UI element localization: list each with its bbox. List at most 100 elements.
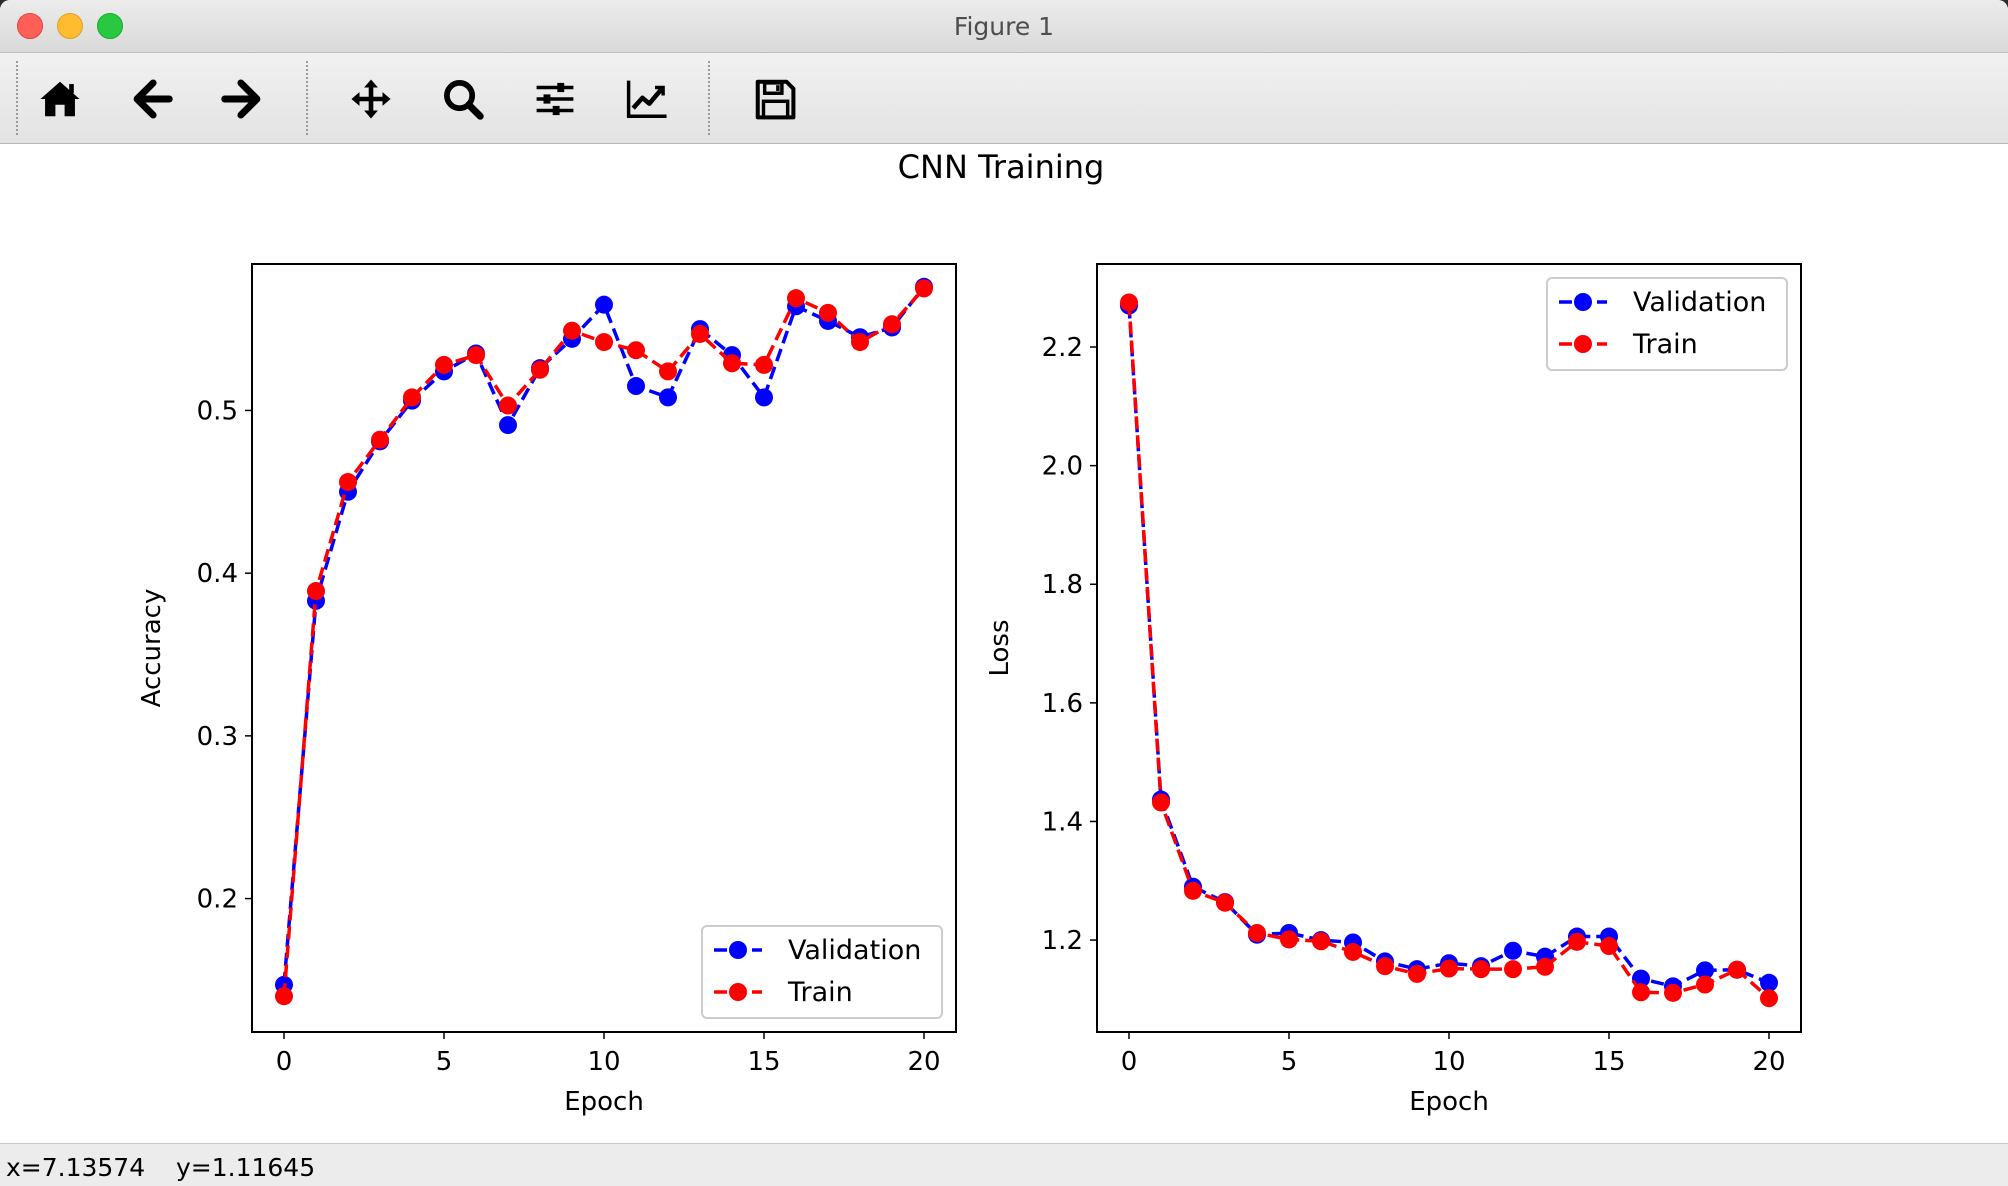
- data-point-train: [1536, 957, 1554, 976]
- x-tick-label: 0: [276, 1047, 293, 1077]
- data-point-train: [1216, 893, 1234, 912]
- data-point-train: [787, 289, 805, 308]
- legend: Validation Train: [701, 925, 943, 1019]
- edit-axes-icon: [626, 80, 667, 118]
- data-point-train: [1664, 983, 1682, 1002]
- x-tick-label: 15: [747, 1047, 780, 1077]
- data-point-validation: [627, 377, 645, 396]
- data-point-train: [659, 362, 677, 381]
- series-line-validation: [282, 285, 926, 985]
- data-point-train: [531, 360, 549, 379]
- data-point-train: [915, 279, 933, 298]
- data-point-validation: [1760, 973, 1778, 992]
- back-arrow-icon: [133, 79, 173, 119]
- minimize-window-button[interactable]: [57, 13, 83, 39]
- legend-label: Train: [787, 977, 853, 1008]
- accuracy-axes[interactable]: 0 5 10 15 20 0.2 0.3 0.4 0.5 Epoch Accuracy Validat…: [137, 263, 957, 1117]
- x-tick-label: 10: [1432, 1047, 1465, 1077]
- data-point-validation: [755, 388, 773, 407]
- y-tick-label: 1.2: [1042, 926, 1083, 956]
- save-icon: [755, 79, 796, 120]
- legend-label: Validation: [788, 935, 921, 966]
- figure-svg[interactable]: CNN Training 0 5 10 15 20 0.2 0.3 0.4 0.5 Epoch Ac…: [0, 144, 2008, 1143]
- legend-marker: [1574, 335, 1592, 353]
- data-point-train: [1728, 960, 1746, 979]
- data-point-train: [1760, 989, 1778, 1008]
- configure-subplots-button[interactable]: [523, 67, 587, 131]
- data-point-train: [1376, 957, 1394, 976]
- loss-axes[interactable]: 0 5 10 15 20 1.2 1.4 1.6 1.8 2.0 2.2 Epoch Loss Valid…: [985, 263, 1802, 1117]
- y-axis-label: Loss: [985, 619, 1015, 676]
- back-button[interactable]: [120, 67, 184, 131]
- forward-button[interactable]: [210, 67, 274, 131]
- y-axis-label: Accuracy: [137, 589, 167, 708]
- data-point-train: [371, 430, 389, 449]
- x-axis-label: Epoch: [1409, 1087, 1489, 1117]
- edit-axes-button[interactable]: [615, 67, 679, 131]
- legend-marker: [729, 983, 747, 1001]
- data-point-train: [1568, 932, 1586, 951]
- data-point-train: [1152, 793, 1170, 812]
- data-point-train: [1280, 930, 1298, 949]
- data-point-train: [467, 346, 485, 365]
- legend-label: Train: [1632, 329, 1698, 360]
- x-tick-label: 15: [1592, 1047, 1625, 1077]
- data-point-train: [1696, 975, 1714, 994]
- data-point-train: [851, 333, 869, 352]
- legend-marker: [729, 941, 747, 959]
- status-bar: x=7.13574 y=1.11645: [0, 1143, 2008, 1186]
- x-tick-label: 20: [907, 1047, 940, 1077]
- data-point-train: [1120, 293, 1138, 312]
- x-tick-label: 0: [1121, 1047, 1138, 1077]
- pan-button[interactable]: [339, 67, 403, 131]
- series-line-validation: [1127, 305, 1770, 989]
- data-point-train: [499, 396, 517, 415]
- zoom-icon: [444, 80, 484, 120]
- series-line-train: [282, 287, 926, 997]
- close-window-button[interactable]: [17, 13, 43, 39]
- maximize-window-button[interactable]: [97, 13, 123, 39]
- toolbar-separator: [306, 61, 308, 135]
- y-tick-label: 2.0: [1042, 452, 1083, 482]
- legend: Validation Train: [1546, 277, 1788, 371]
- window-title: Figure 1: [953, 12, 1055, 41]
- x-tick-label: 20: [1752, 1047, 1785, 1077]
- data-point-train: [1184, 881, 1202, 900]
- title-bar: Figure 1: [0, 0, 2008, 53]
- data-point-train: [819, 303, 837, 322]
- cursor-x-readout: x=7.13574: [6, 1153, 146, 1182]
- data-point-train: [1600, 937, 1618, 956]
- y-tick-label: 0.4: [197, 559, 238, 589]
- data-point-train: [307, 582, 325, 601]
- data-point-train: [627, 341, 645, 360]
- save-button[interactable]: [743, 67, 807, 131]
- data-point-train: [595, 333, 613, 352]
- subplots-icon: [536, 82, 574, 116]
- data-point-train: [435, 355, 453, 374]
- axes-frame: [251, 263, 957, 1033]
- data-point-validation: [499, 416, 517, 435]
- y-tick-label: 0.2: [197, 885, 238, 915]
- y-tick-label: 0.3: [197, 722, 238, 752]
- y-tick-label: 1.8: [1042, 570, 1083, 600]
- data-point-train: [1472, 960, 1490, 979]
- legend-marker: [1574, 293, 1592, 311]
- x-axis-label: Epoch: [564, 1087, 644, 1117]
- data-point-train: [1440, 959, 1458, 978]
- toolbar-grip[interactable]: [16, 61, 18, 135]
- data-point-train: [1312, 932, 1330, 951]
- y-tick-label: 2.2: [1042, 333, 1083, 363]
- y-tick-label: 0.5: [197, 396, 238, 426]
- y-tick-label: 1.6: [1042, 689, 1083, 719]
- data-point-validation: [595, 295, 613, 314]
- zoom-button[interactable]: [431, 67, 495, 131]
- y-tick-label: 1.4: [1042, 807, 1083, 837]
- data-point-validation: [1504, 941, 1522, 960]
- x-tick-label: 10: [587, 1047, 620, 1077]
- home-button[interactable]: [28, 67, 92, 131]
- x-tick-label: 5: [1281, 1047, 1298, 1077]
- figure-title: CNN Training: [898, 148, 1105, 186]
- data-point-train: [883, 315, 901, 334]
- figure-canvas[interactable]: CNN Training 0 5 10 15 20 0.2 0.3 0.4 0.5 Epoch Ac…: [0, 144, 2008, 1143]
